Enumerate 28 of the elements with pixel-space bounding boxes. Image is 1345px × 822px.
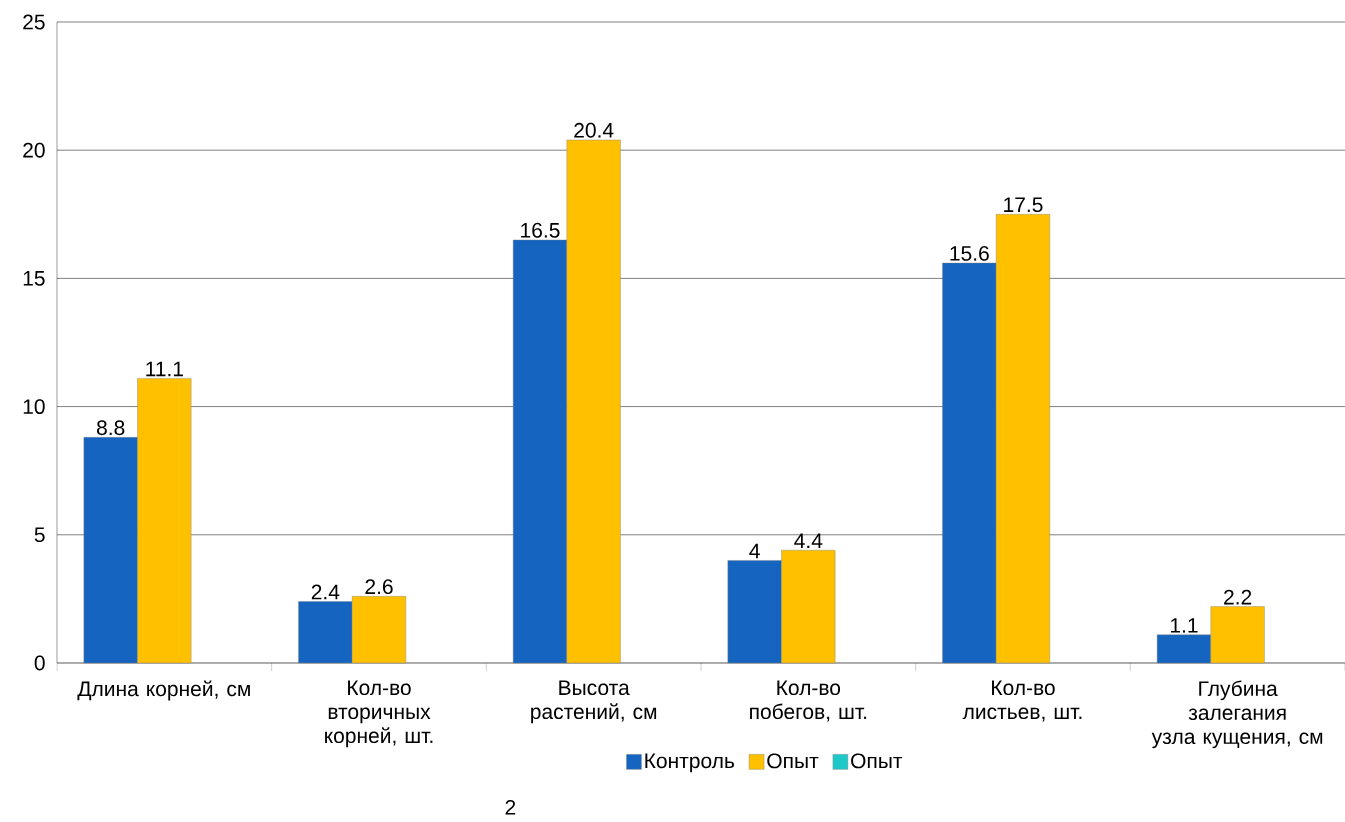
x-tick-label: Длина корней, см — [77, 680, 250, 701]
legend-label: Опыт — [851, 753, 903, 769]
x-tick-label: Кол-во побегов, шт. — [750, 680, 867, 722]
legend-label: Опыт — [767, 753, 819, 769]
x-tick-label: Глубина залегания узла кущения, см — [1151, 680, 1323, 749]
data-label: 2.6 — [365, 579, 393, 595]
y-tick-label: 15 — [23, 271, 45, 286]
x-tick-label: Кол-во листьев, шт. — [962, 680, 1082, 722]
data-label: 8.8 — [96, 420, 125, 436]
data-label: 2.2 — [1224, 589, 1252, 605]
legend-label: Контроль — [645, 753, 735, 773]
data-label: 2.4 — [311, 584, 340, 600]
data-label: 4.4 — [794, 533, 823, 548]
data-label: 15.6 — [950, 245, 989, 261]
data-label: 1.1 — [1170, 618, 1198, 633]
data-label: 16.5 — [521, 222, 560, 238]
data-label: 11.1 — [146, 361, 183, 377]
text: 2 — [505, 799, 516, 815]
x-tick-label: Кол-во вторичных корней, шт. — [325, 680, 433, 748]
x-tick-label: Высота растений, см — [531, 680, 657, 724]
y-tick-label: 20 — [23, 142, 45, 158]
data-label: 4 — [749, 543, 760, 559]
y-tick-label: 5 — [34, 527, 45, 543]
data-label: 17.5 — [1004, 197, 1043, 213]
y-tick-label: 0 — [34, 655, 45, 671]
data-label: 20.4 — [574, 122, 614, 138]
y-tick-label: 25 — [23, 14, 45, 30]
y-tick-label: 10 — [23, 399, 45, 415]
